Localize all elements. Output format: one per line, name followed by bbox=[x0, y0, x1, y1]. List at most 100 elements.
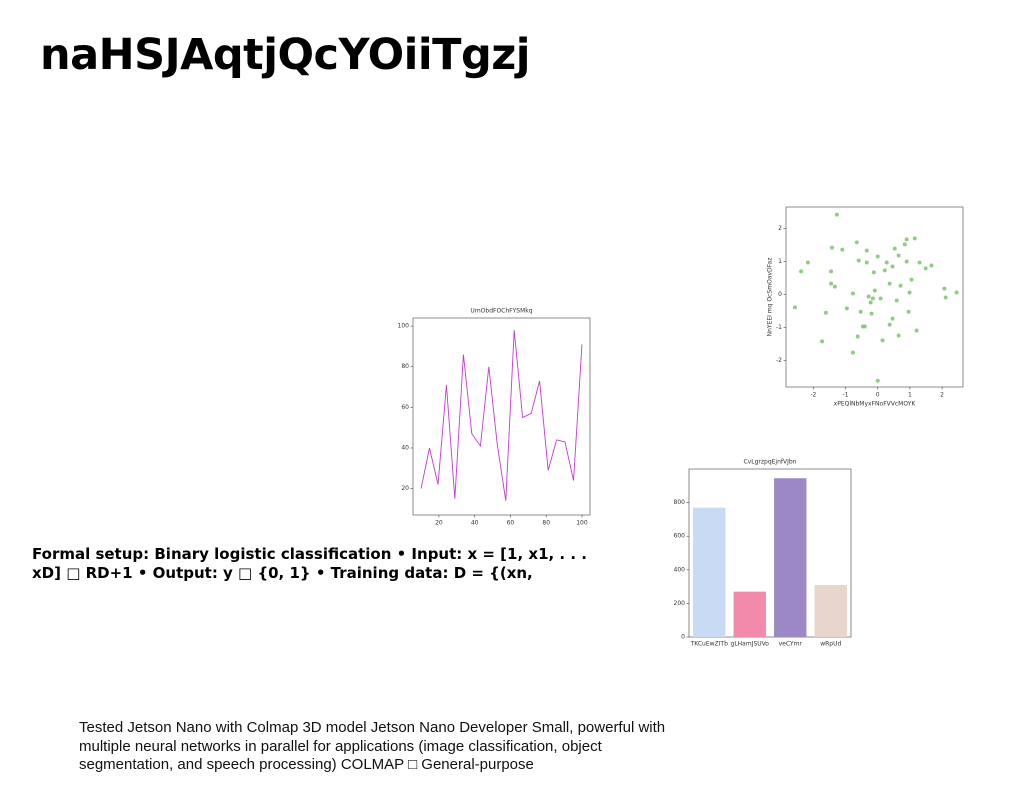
plot-frame bbox=[785, 206, 964, 388]
y-tick-label: 60 bbox=[401, 404, 409, 411]
x-tick-label: 1 bbox=[908, 392, 912, 399]
point bbox=[942, 286, 947, 291]
point bbox=[880, 338, 885, 343]
y-tick-label: 80 bbox=[401, 363, 409, 370]
bar bbox=[733, 591, 766, 637]
point bbox=[823, 310, 828, 315]
point bbox=[882, 268, 887, 273]
plot-frame bbox=[412, 317, 591, 516]
point bbox=[829, 281, 834, 286]
bar bbox=[814, 584, 847, 637]
point bbox=[864, 248, 869, 253]
point bbox=[844, 306, 849, 311]
point bbox=[866, 294, 871, 299]
point bbox=[850, 291, 855, 296]
point bbox=[832, 284, 837, 289]
y-tick-label: 40 bbox=[401, 444, 409, 451]
point bbox=[850, 350, 855, 355]
point bbox=[904, 237, 909, 242]
setup-text: Formal setup: Binary logistic classifica… bbox=[32, 545, 587, 582]
plot-frame bbox=[688, 468, 852, 638]
x-tick-label: 0 bbox=[876, 392, 880, 399]
point bbox=[871, 270, 876, 275]
x-tick-label: veCYmr bbox=[779, 641, 803, 648]
y-tick-label: 600 bbox=[674, 533, 686, 540]
point bbox=[840, 247, 845, 252]
bar bbox=[693, 507, 726, 637]
chart-title: CvLgrzpqEjnfVJbn bbox=[744, 459, 797, 466]
y-tick-label: -1 bbox=[776, 324, 782, 331]
point bbox=[875, 254, 880, 259]
point bbox=[805, 260, 810, 265]
point bbox=[872, 288, 877, 293]
point bbox=[856, 258, 861, 263]
y-tick-label: 200 bbox=[674, 600, 686, 607]
x-tick-label: 2 bbox=[940, 392, 944, 399]
y-tick-label: 1 bbox=[778, 258, 782, 265]
point bbox=[914, 328, 919, 333]
x-tick-label: 80 bbox=[542, 520, 550, 527]
y-tick-label: -2 bbox=[776, 357, 782, 364]
point bbox=[917, 260, 922, 265]
point bbox=[896, 333, 901, 338]
x-tick-label: 20 bbox=[435, 520, 443, 527]
point bbox=[890, 264, 895, 269]
y-tick-label: 20 bbox=[401, 485, 409, 492]
point bbox=[954, 290, 959, 295]
point bbox=[878, 296, 883, 301]
x-axis-label: xPEQlNbMyxFNoFVVcMOYK bbox=[834, 401, 917, 408]
bar-chart: CvLgrzpqEjnfVJbn 0 200 400 600 800 TKCuEwZITb g… bbox=[674, 459, 852, 648]
bar bbox=[774, 478, 807, 637]
scatter-chart: -2 -1 0 1 2 -2 -1 0 1 2 xPEQlNbMyxFNoFVVcMOYK NnYEE… bbox=[767, 206, 964, 408]
x-tick-label: 60 bbox=[507, 520, 515, 527]
point bbox=[858, 309, 863, 314]
point bbox=[894, 298, 899, 303]
point bbox=[793, 305, 798, 310]
point bbox=[887, 281, 892, 286]
x-tick-label: TKCuEwZITb bbox=[690, 641, 729, 648]
y-tick-label: 800 bbox=[674, 499, 686, 506]
y-tick-label: 2 bbox=[778, 225, 782, 232]
slide-title: naHSJAqtjQcYOiiTgzj bbox=[40, 30, 531, 80]
point bbox=[829, 269, 834, 274]
point bbox=[929, 263, 934, 268]
point bbox=[868, 300, 873, 305]
point bbox=[820, 339, 825, 344]
x-tick-label: 40 bbox=[471, 520, 479, 527]
point bbox=[892, 246, 897, 251]
point bbox=[854, 240, 859, 245]
point bbox=[923, 266, 928, 271]
point bbox=[869, 311, 874, 316]
y-tick-label: 0 bbox=[681, 634, 685, 641]
x-tick-label: wRpUd bbox=[820, 641, 841, 648]
line-chart: UmObdFOChFYSMkq 20 40 60 80 100 20 40 60 80 100 bbox=[398, 308, 591, 527]
line bbox=[420, 330, 583, 501]
point bbox=[912, 236, 917, 241]
point bbox=[799, 269, 804, 274]
body-text: Tested Jetson Nano with Colmap 3D model … bbox=[79, 719, 666, 773]
x-tick-label: 100 bbox=[576, 520, 588, 527]
y-tick-label: 0 bbox=[778, 291, 782, 298]
point bbox=[870, 296, 875, 301]
point bbox=[864, 260, 869, 265]
point bbox=[890, 316, 895, 321]
point bbox=[830, 245, 835, 250]
point bbox=[906, 309, 911, 314]
point bbox=[875, 378, 880, 383]
point bbox=[909, 277, 914, 282]
point bbox=[904, 259, 909, 264]
point bbox=[855, 334, 860, 339]
y-tick-label: 400 bbox=[674, 566, 686, 573]
point bbox=[884, 260, 889, 265]
point bbox=[902, 242, 907, 247]
point bbox=[896, 253, 901, 258]
point bbox=[887, 322, 892, 327]
y-tick-label: 100 bbox=[398, 323, 410, 330]
point bbox=[834, 212, 839, 217]
x-tick-label: -1 bbox=[843, 392, 849, 399]
x-tick-label: -2 bbox=[810, 392, 816, 399]
point bbox=[907, 290, 912, 295]
chart-title: UmObdFOChFYSMkq bbox=[470, 308, 532, 315]
y-axis-label: NnYEEI mq OcSmOavDFaz bbox=[767, 258, 774, 337]
